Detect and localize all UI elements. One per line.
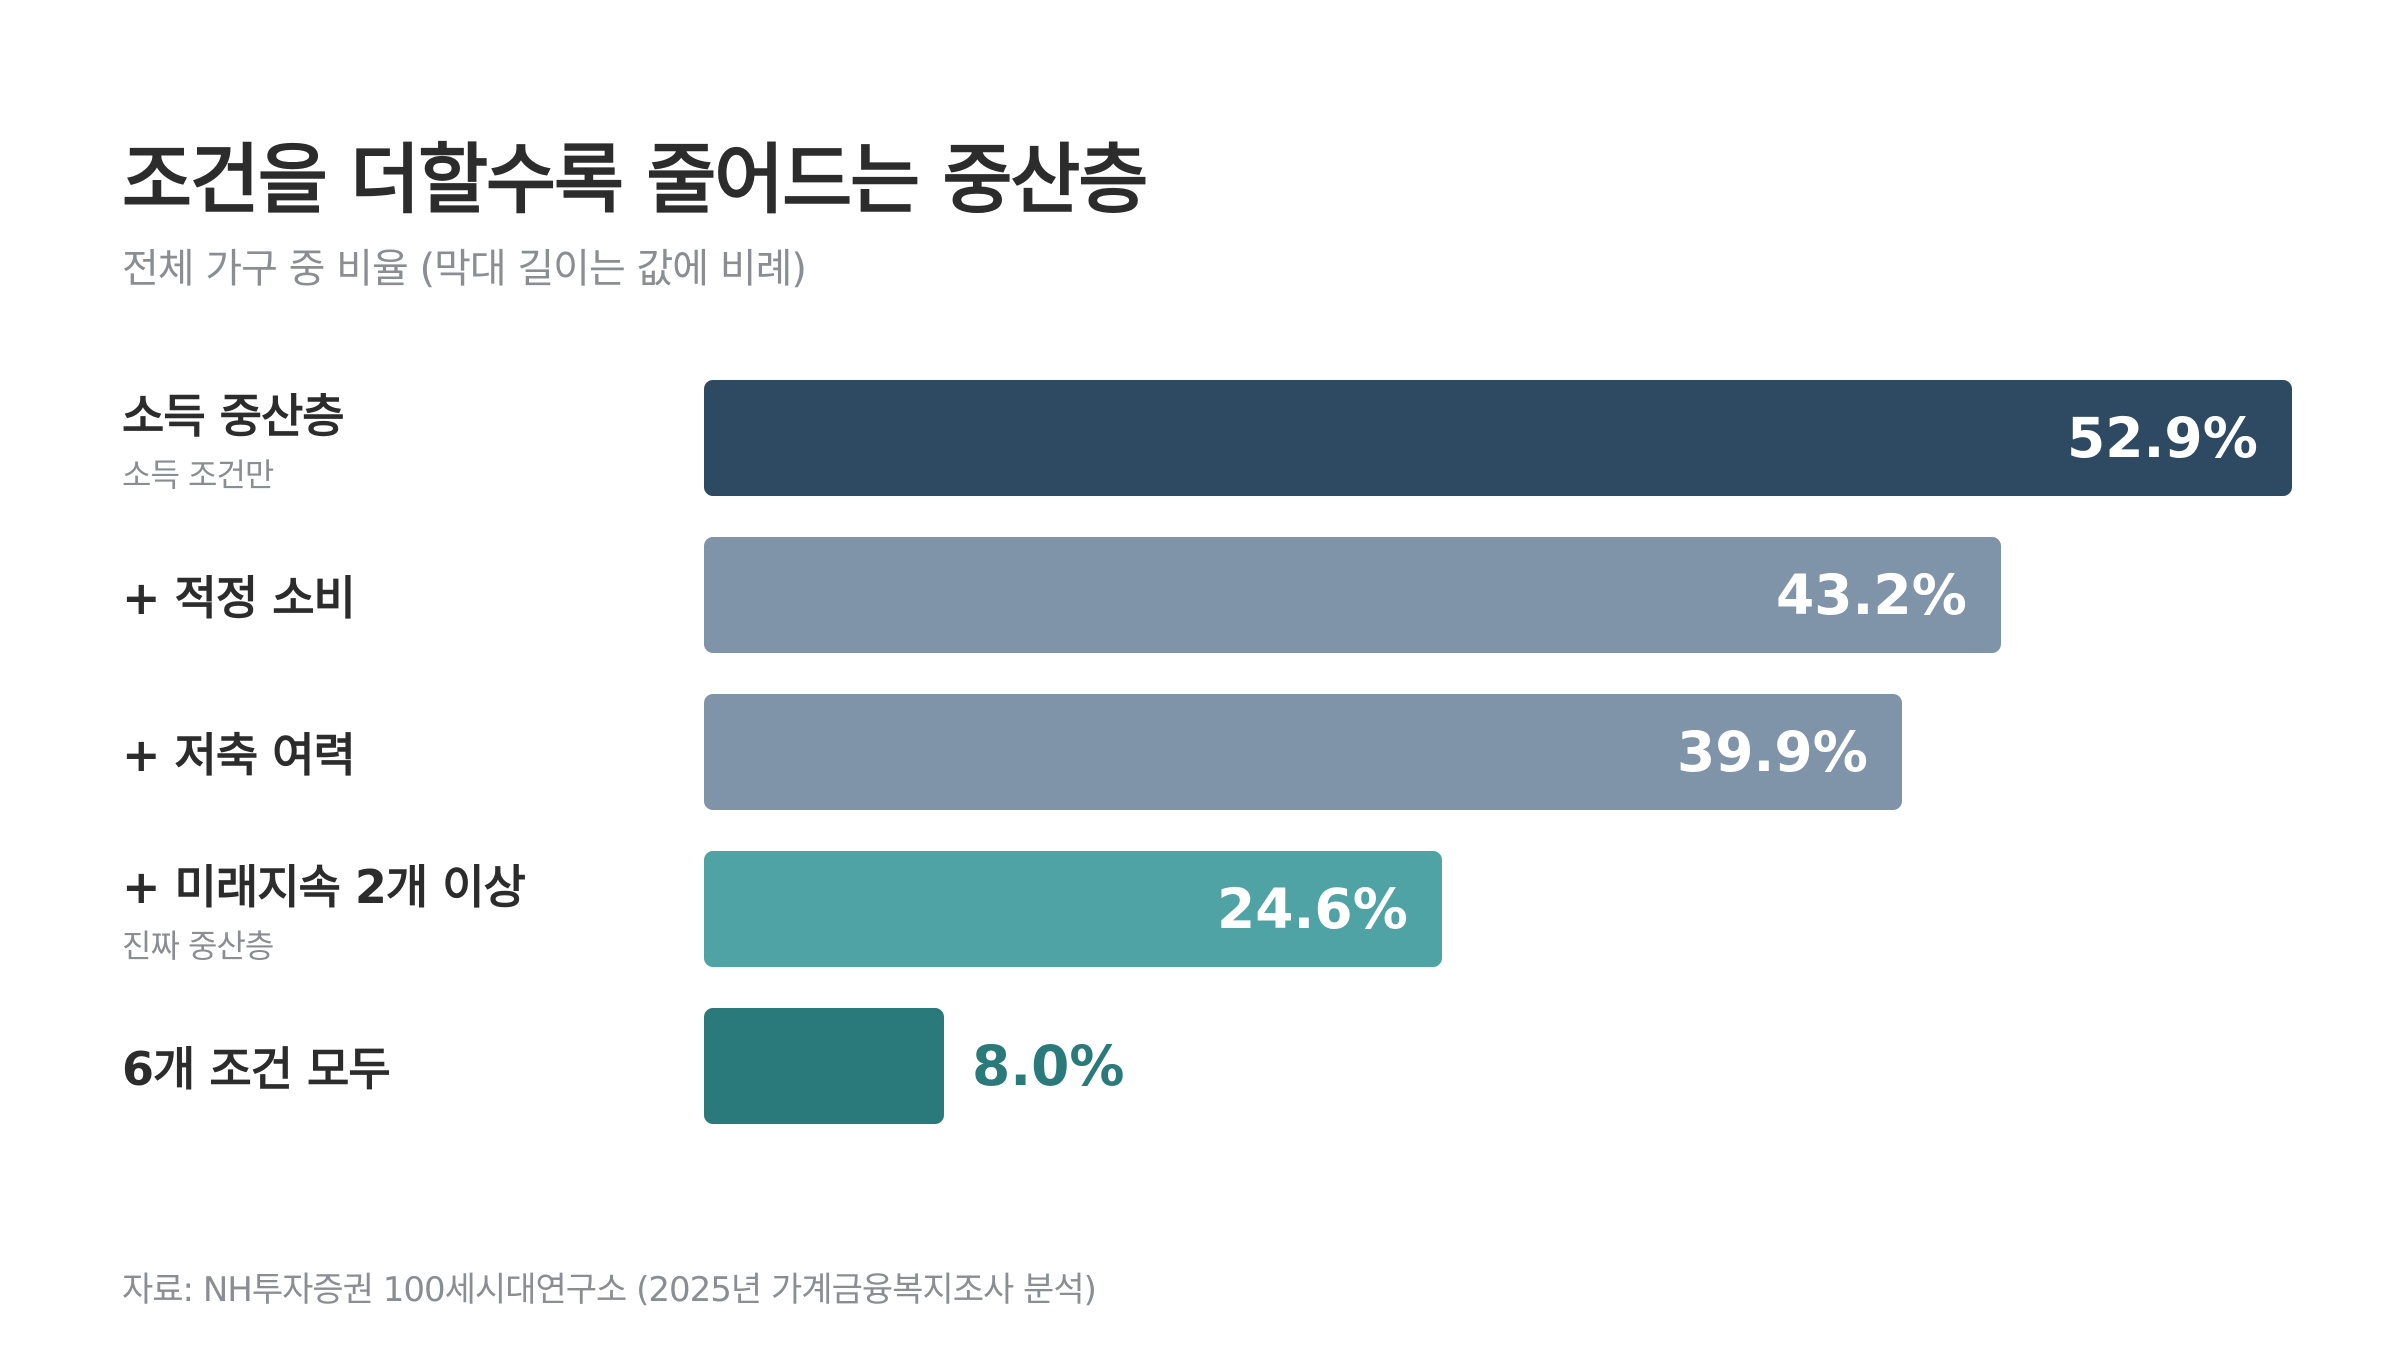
bar-value-label: 8.0% — [972, 1034, 1125, 1098]
bar — [704, 851, 1442, 967]
bar — [704, 694, 1902, 810]
bar-value-label: 43.2% — [1776, 563, 1967, 627]
chart-subtitle: 전체 가구 중 비율 (막대 길이는 값에 비례) — [122, 246, 807, 292]
bar-value-label: 52.9% — [2067, 406, 2258, 470]
row-label-sub: 소득 조건만 — [122, 456, 274, 494]
row-label-main: 6개 조건 모두 — [122, 1042, 391, 1096]
row-label-sub: 진짜 중산층 — [122, 927, 274, 965]
bar — [704, 537, 2001, 653]
row-label: 6개 조건 모두 — [122, 1033, 391, 1099]
bar-value-label: 24.6% — [1217, 877, 1408, 941]
row-label-main: + 저축 여력 — [122, 728, 356, 782]
row-label: + 적정 소비 — [122, 562, 356, 628]
bar — [704, 380, 2292, 496]
row-label-main: + 미래지속 2개 이상 — [122, 860, 526, 914]
row-label-main: + 적정 소비 — [122, 571, 356, 625]
bar — [704, 1008, 944, 1124]
chart-title: 조건을 더할수록 줄어드는 중산층 — [122, 135, 1148, 224]
row-label: + 저축 여력 — [122, 719, 356, 785]
row-label-main: 소득 중산층 — [122, 389, 345, 443]
source-note: 자료: NH투자증권 100세시대연구소 (2025년 가계금융복지조사 분석) — [122, 1270, 1097, 1310]
bar-value-label: 39.9% — [1677, 720, 1868, 784]
